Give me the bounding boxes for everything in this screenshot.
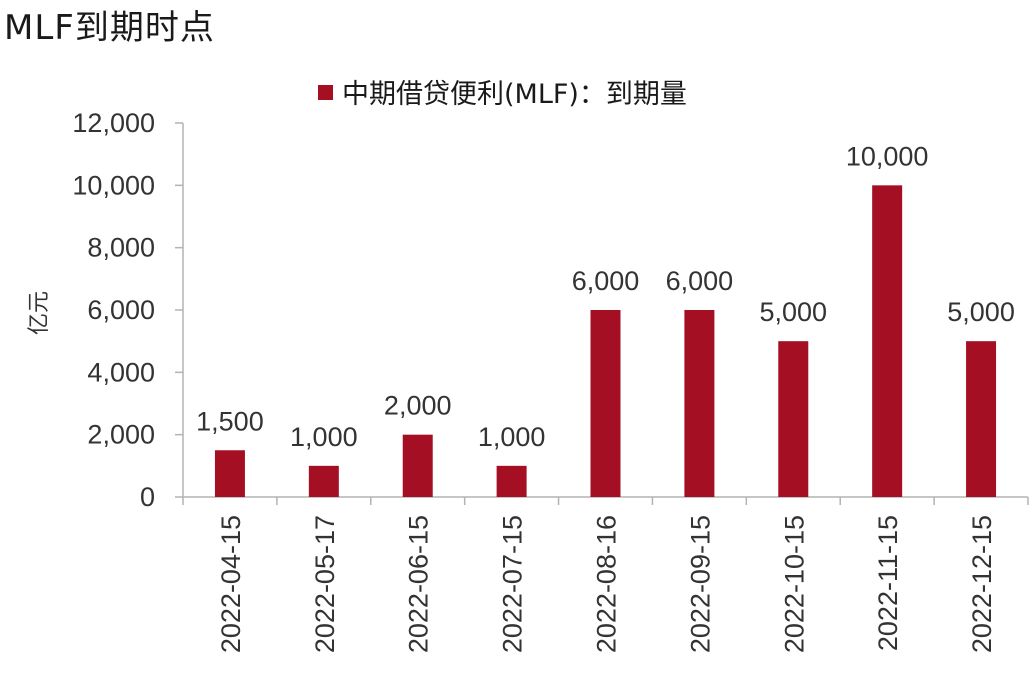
y-tick-label: 6,000	[87, 295, 155, 325]
y-tick-label: 4,000	[87, 357, 155, 387]
x-tick-label: 2022-11-15	[873, 515, 903, 651]
data-label: 6,000	[666, 266, 734, 296]
x-tick-label: 2022-10-15	[779, 515, 809, 653]
data-label: 10,000	[846, 141, 929, 171]
bar	[590, 310, 621, 497]
y-axis: 0 2,000 4,000 6,000 8,000 10,000 12,000	[72, 108, 184, 512]
y-tick-label: 0	[140, 482, 155, 512]
x-tick-label: 2022-09-15	[685, 515, 715, 653]
data-label: 1,000	[290, 422, 358, 452]
x-tick-label: 2022-05-17	[310, 515, 340, 653]
bar	[778, 341, 809, 497]
x-axis: 2022-04-15 2022-05-17 2022-06-15 2022-07-15…	[182, 496, 1029, 653]
page-title: MLF到期时点	[4, 8, 215, 48]
data-label: 6,000	[572, 266, 640, 296]
y-tick-label: 8,000	[87, 233, 155, 263]
x-tick-label: 2022-12-15	[967, 515, 997, 653]
data-label: 5,000	[759, 297, 827, 327]
data-label: 1,000	[478, 422, 546, 452]
data-label: 2,000	[384, 391, 452, 421]
y-axis-title: 亿元	[27, 291, 52, 335]
y-tick-label: 2,000	[87, 420, 155, 450]
y-tick-label: 10,000	[72, 170, 155, 200]
bar	[308, 465, 339, 497]
bar	[872, 185, 903, 498]
bar	[402, 434, 433, 497]
legend-label: 中期借贷便利(MLF)：到期量	[342, 79, 687, 110]
x-tick-label: 2022-06-15	[404, 515, 434, 653]
x-tick-label: 2022-07-15	[498, 515, 528, 653]
y-tick-label: 12,000	[72, 108, 155, 138]
x-tick-label: 2022-08-16	[592, 515, 622, 653]
bars	[214, 185, 997, 498]
bar	[214, 450, 245, 497]
data-label: 5,000	[947, 297, 1015, 327]
bar	[684, 310, 715, 497]
bar	[496, 465, 527, 497]
legend-swatch	[318, 85, 333, 100]
legend: 中期借贷便利(MLF)：到期量	[318, 79, 687, 110]
data-label: 1,500	[196, 406, 264, 436]
x-tick-label: 2022-04-15	[216, 515, 246, 653]
value-labels: 1,500 1,000 2,000 1,000 6,000 6,000 5,000 10,00…	[196, 141, 1015, 452]
bar	[966, 341, 997, 497]
